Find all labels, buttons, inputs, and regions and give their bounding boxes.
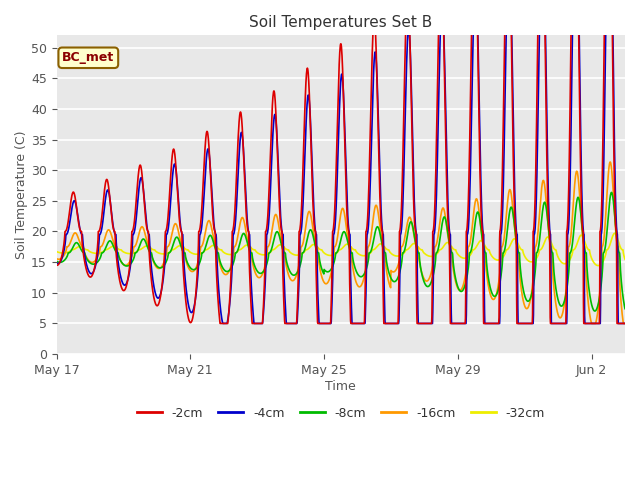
-16cm xyxy=(588,321,596,326)
-32cm xyxy=(621,256,629,262)
-4cm xyxy=(437,14,445,20)
-8cm xyxy=(82,253,90,259)
-8cm xyxy=(314,250,322,255)
-32cm xyxy=(329,252,337,258)
Line: -4cm: -4cm xyxy=(56,17,625,324)
-4cm xyxy=(330,249,337,254)
-32cm xyxy=(500,252,508,258)
-8cm xyxy=(605,210,612,216)
-16cm xyxy=(605,169,612,175)
-4cm xyxy=(605,14,612,20)
Text: BC_met: BC_met xyxy=(62,51,115,64)
-2cm xyxy=(605,14,612,20)
-16cm xyxy=(314,251,322,256)
-8cm xyxy=(52,258,60,264)
Legend: -2cm, -4cm, -8cm, -16cm, -32cm: -2cm, -4cm, -8cm, -16cm, -32cm xyxy=(132,402,550,425)
-8cm xyxy=(500,249,508,254)
-8cm xyxy=(329,263,337,268)
-4cm xyxy=(82,257,90,263)
-16cm xyxy=(82,252,90,258)
-4cm xyxy=(314,300,322,305)
-2cm xyxy=(82,263,90,269)
-4cm xyxy=(605,14,613,20)
-32cm xyxy=(82,247,90,252)
-16cm xyxy=(500,235,508,241)
-4cm xyxy=(621,321,629,326)
-32cm xyxy=(314,245,322,251)
-32cm xyxy=(611,230,619,236)
-2cm xyxy=(501,27,509,33)
Line: -8cm: -8cm xyxy=(56,192,625,311)
-2cm xyxy=(52,263,60,268)
-8cm xyxy=(621,306,629,312)
Line: -16cm: -16cm xyxy=(56,162,625,324)
-4cm xyxy=(219,321,227,326)
Line: -2cm: -2cm xyxy=(56,17,625,324)
Line: -32cm: -32cm xyxy=(56,233,625,265)
-2cm xyxy=(605,14,613,20)
-2cm xyxy=(330,227,337,233)
Title: Soil Temperatures Set B: Soil Temperatures Set B xyxy=(249,15,433,30)
-8cm xyxy=(591,308,598,314)
Y-axis label: Soil Temperature (C): Soil Temperature (C) xyxy=(15,131,28,259)
-32cm xyxy=(605,245,612,251)
X-axis label: Time: Time xyxy=(325,380,356,393)
-32cm xyxy=(52,249,60,254)
-4cm xyxy=(501,115,509,120)
-16cm xyxy=(621,321,629,326)
-32cm xyxy=(605,245,612,251)
-16cm xyxy=(605,166,612,172)
-16cm xyxy=(606,159,614,165)
-16cm xyxy=(329,260,337,266)
-2cm xyxy=(621,321,629,326)
-8cm xyxy=(605,207,612,213)
-32cm xyxy=(594,263,602,268)
-4cm xyxy=(52,260,60,266)
-16cm xyxy=(52,256,60,262)
-8cm xyxy=(608,190,616,195)
-2cm xyxy=(216,321,224,326)
-2cm xyxy=(314,321,322,326)
-2cm xyxy=(403,14,410,20)
